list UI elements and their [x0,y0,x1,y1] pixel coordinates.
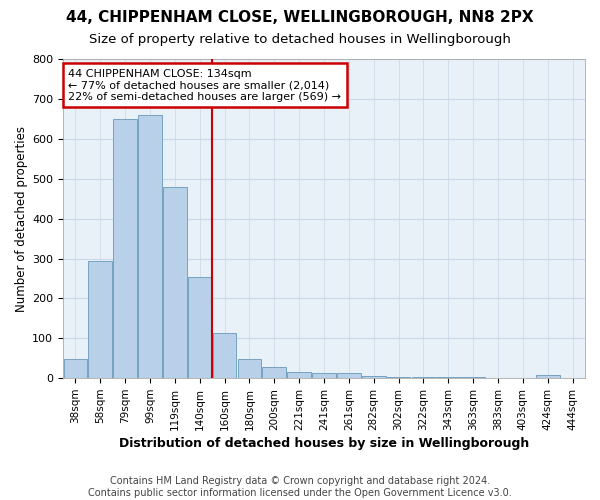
Bar [113,119,137,378]
Bar [287,372,311,378]
Bar [88,260,112,378]
Bar [436,377,460,378]
Bar [536,376,560,378]
Text: 44 CHIPPENHAM CLOSE: 134sqm
← 77% of detached houses are smaller (2,014)
22% of : 44 CHIPPENHAM CLOSE: 134sqm ← 77% of det… [68,68,341,102]
Bar [64,360,87,378]
Bar [163,186,187,378]
Bar [337,373,361,378]
Bar [138,115,162,378]
Bar [387,376,410,378]
Bar [188,278,212,378]
Text: Size of property relative to detached houses in Wellingborough: Size of property relative to detached ho… [89,32,511,46]
Bar [312,373,336,378]
Bar [238,359,261,378]
Bar [412,377,435,378]
Y-axis label: Number of detached properties: Number of detached properties [15,126,28,312]
Text: Contains HM Land Registry data © Crown copyright and database right 2024.
Contai: Contains HM Land Registry data © Crown c… [88,476,512,498]
Bar [262,367,286,378]
Bar [213,332,236,378]
Bar [362,376,386,378]
X-axis label: Distribution of detached houses by size in Wellingborough: Distribution of detached houses by size … [119,437,529,450]
Text: 44, CHIPPENHAM CLOSE, WELLINGBOROUGH, NN8 2PX: 44, CHIPPENHAM CLOSE, WELLINGBOROUGH, NN… [66,10,534,25]
